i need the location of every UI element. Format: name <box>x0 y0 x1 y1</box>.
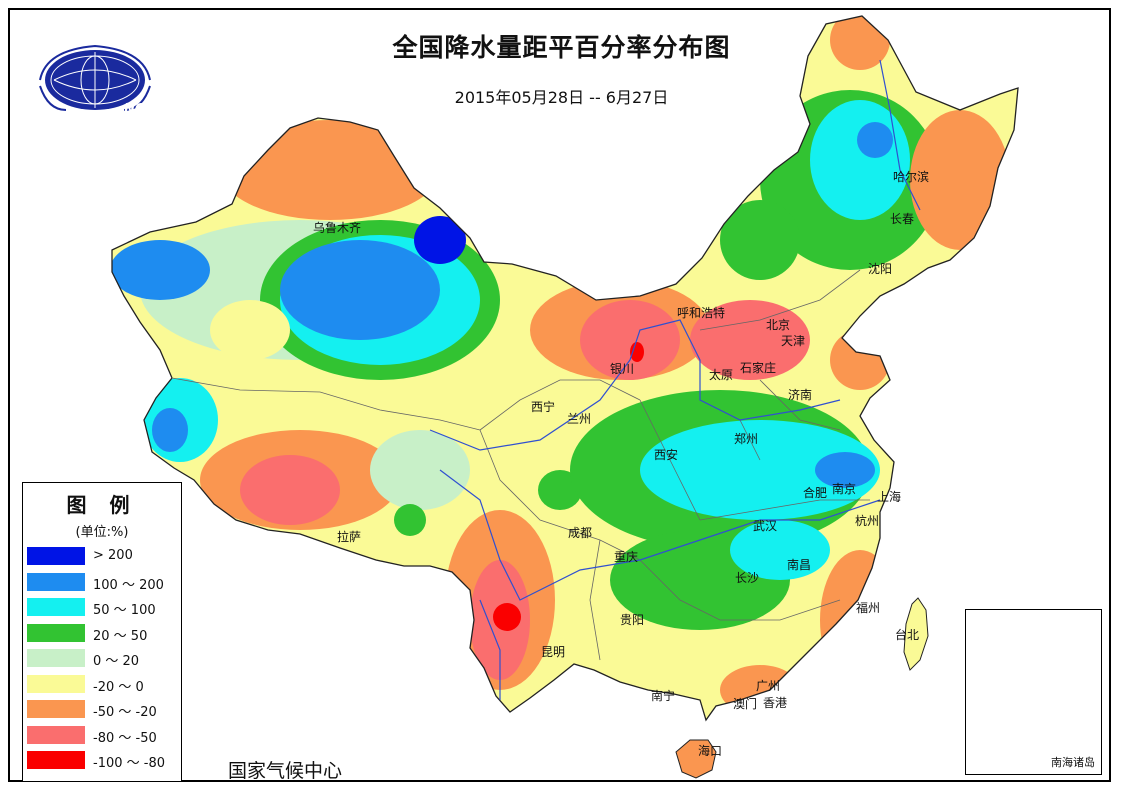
city-label: 西宁 <box>531 400 556 414</box>
legend-label: -100 ～ -80 <box>93 756 166 771</box>
city-label: 海口 <box>698 744 723 758</box>
legend-swatch <box>27 598 85 616</box>
city-label: 哈尔滨 <box>893 170 930 184</box>
city-label: 太原 <box>709 368 734 382</box>
agency-name: 国家气候中心 <box>228 760 343 782</box>
city-label: 成都 <box>568 526 593 540</box>
city-label: 合肥 <box>803 486 828 500</box>
legend-label: 20 ～ 50 <box>93 628 148 644</box>
city-label: 上海 <box>877 490 902 504</box>
legend-unit: (单位:%) <box>75 525 129 540</box>
city-label: 香港 <box>763 696 788 710</box>
legend-label: 50 ～ 100 <box>93 603 156 618</box>
city-label: 杭州 <box>855 514 880 528</box>
city-label: 呼和浩特 <box>677 306 726 320</box>
logo-text: NCC <box>124 102 154 117</box>
legend-label: 0 ～ 20 <box>93 654 140 669</box>
legend-item: -80 ～ -50 <box>27 725 179 746</box>
legend-label: -50 ～ -20 <box>93 705 157 720</box>
hainan-border <box>675 739 717 779</box>
legend-item: 0 ～ 20 <box>27 649 179 669</box>
legend-item: -100 ～ -80 <box>27 751 179 771</box>
legend-swatch <box>27 547 85 565</box>
map-title: 全国降水量距平百分率分布图 <box>392 33 731 62</box>
legend-label: -20 ～ 0 <box>93 679 144 695</box>
ncc-logo: NCC <box>36 40 154 117</box>
city-label: 石家庄 <box>740 361 777 375</box>
city-label: 天津 <box>781 334 806 348</box>
city-label: 拉萨 <box>337 530 362 544</box>
rivers <box>429 59 921 700</box>
city-label: 台北 <box>895 628 920 642</box>
city-label: 贵阳 <box>620 613 645 627</box>
city-label: 南京 <box>832 482 857 496</box>
legend-swatch <box>27 751 85 769</box>
city-label: 福州 <box>856 601 881 615</box>
city-label: 武汉 <box>753 519 778 533</box>
legend-swatch <box>27 700 85 718</box>
legend-label: -80 ～ -50 <box>93 730 157 746</box>
legend: 图 例 (单位:%) > 200 100 ～ 200 50 ～ 100 20 ～ 50… <box>22 482 182 782</box>
city-label: 济南 <box>788 388 813 402</box>
city-label: 澳门 <box>733 697 758 711</box>
legend-swatch <box>27 725 85 744</box>
china-border <box>111 15 1019 722</box>
legend-swatch <box>27 674 85 693</box>
anomaly-fill <box>112 16 1018 720</box>
legend-swatch <box>27 623 85 642</box>
legend-item: > 200 <box>27 547 179 567</box>
legend-swatch <box>27 572 85 591</box>
province-borders <box>171 269 870 661</box>
south-china-sea-inset: 南海诸岛 <box>965 609 1102 775</box>
city-label: 银川 <box>610 362 635 376</box>
city-label: 长沙 <box>735 571 760 585</box>
city-label: 重庆 <box>614 550 639 564</box>
city-label: 广州 <box>756 679 781 693</box>
legend-label: 100 ～ 200 <box>93 577 164 593</box>
map-subtitle: 2015年05月28日 -- 6月27日 <box>454 88 669 107</box>
city-label: 郑州 <box>734 432 759 446</box>
legend-item: 20 ～ 50 <box>27 623 179 644</box>
inset-label: 南海诸岛 <box>1051 756 1095 769</box>
legend-label: > 200 <box>93 548 133 563</box>
city-label: 兰州 <box>567 412 592 426</box>
legend-item: -20 ～ 0 <box>27 674 179 695</box>
legend-item: -50 ～ -20 <box>27 700 179 720</box>
city-label: 昆明 <box>541 645 566 659</box>
taiwan-border <box>903 597 929 671</box>
city-label: 南昌 <box>787 558 812 572</box>
legend-item: 100 ～ 200 <box>27 572 179 593</box>
city-label: 西安 <box>654 448 679 462</box>
legend-swatch <box>27 649 85 667</box>
city-label: 南宁 <box>651 689 676 703</box>
city-label: 乌鲁木齐 <box>313 221 362 235</box>
legend-item: 50 ～ 100 <box>27 598 179 618</box>
city-label: 长春 <box>890 212 915 226</box>
city-label: 沈阳 <box>868 262 893 276</box>
city-label: 北京 <box>766 318 791 332</box>
legend-title: 图 例 <box>66 493 138 517</box>
